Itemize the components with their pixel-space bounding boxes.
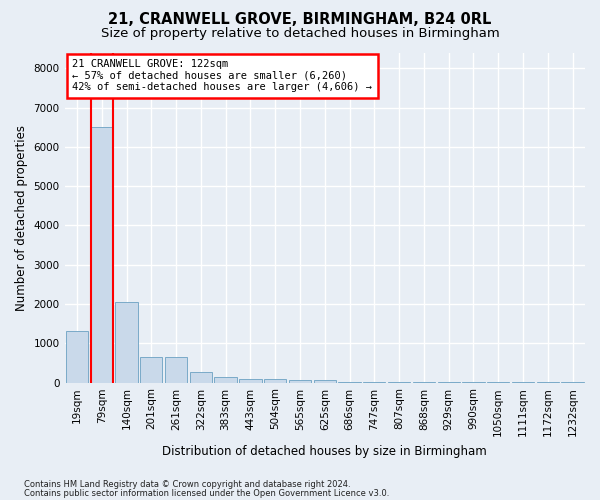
Bar — [115, 302, 137, 382]
Text: Contains HM Land Registry data © Crown copyright and database right 2024.: Contains HM Land Registry data © Crown c… — [24, 480, 350, 489]
Y-axis label: Number of detached properties: Number of detached properties — [15, 124, 28, 310]
Bar — [239, 378, 262, 382]
Bar — [264, 380, 286, 382]
Text: 21 CRANWELL GROVE: 122sqm
← 57% of detached houses are smaller (6,260)
42% of se: 21 CRANWELL GROVE: 122sqm ← 57% of detac… — [73, 59, 373, 92]
Bar — [140, 357, 163, 382]
Bar — [165, 358, 187, 382]
Text: Contains public sector information licensed under the Open Government Licence v3: Contains public sector information licen… — [24, 489, 389, 498]
Bar — [66, 332, 88, 382]
Text: Size of property relative to detached houses in Birmingham: Size of property relative to detached ho… — [101, 28, 499, 40]
Bar — [314, 380, 336, 382]
Bar — [91, 127, 113, 382]
Bar — [289, 380, 311, 382]
Text: 21, CRANWELL GROVE, BIRMINGHAM, B24 0RL: 21, CRANWELL GROVE, BIRMINGHAM, B24 0RL — [109, 12, 491, 28]
X-axis label: Distribution of detached houses by size in Birmingham: Distribution of detached houses by size … — [163, 444, 487, 458]
Bar — [214, 378, 237, 382]
Bar — [190, 372, 212, 382]
